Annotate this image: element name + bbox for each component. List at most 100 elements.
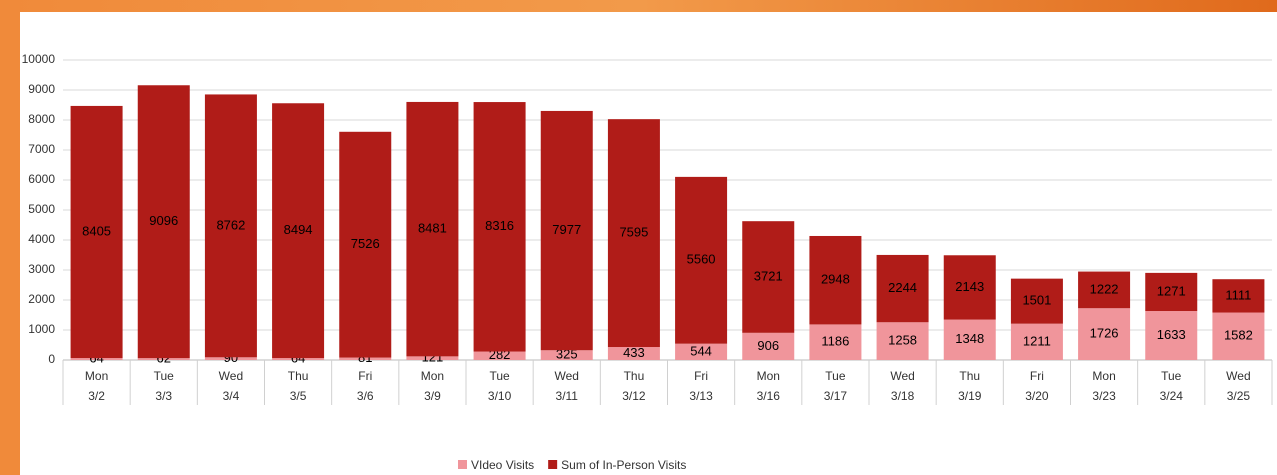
y-tick-label: 2000 (28, 292, 55, 306)
data-label: 1582 (1224, 328, 1253, 343)
data-label: 1111 (1225, 287, 1251, 302)
data-label: 1258 (888, 333, 917, 348)
y-tick-label: 9000 (28, 82, 55, 96)
bar-segment (742, 221, 795, 333)
bar-segment (70, 358, 123, 360)
data-label: 7595 (619, 225, 648, 240)
bar-segment (473, 351, 526, 360)
x-tick-label: Thu (959, 369, 980, 383)
data-label: 1726 (1090, 326, 1119, 341)
data-label: 2948 (821, 272, 850, 287)
x-tick-label: Mon (421, 369, 444, 383)
x-tick-label: 3/25 (1227, 389, 1251, 403)
data-label: 1348 (955, 331, 984, 346)
x-tick-label: Wed (555, 369, 579, 383)
bar-segment (607, 119, 660, 348)
data-label: 1501 (1022, 293, 1051, 308)
data-label: 1186 (821, 334, 849, 349)
bar-segment (809, 235, 862, 325)
data-label: 7977 (552, 222, 581, 237)
legend-label: Sum of In-Person Visits (561, 458, 686, 472)
bar-segment (473, 102, 526, 352)
x-tick-label: 3/2 (88, 389, 105, 403)
bar-segment (1212, 279, 1265, 313)
legend-label: VIdeo Visits (471, 458, 534, 472)
bar-segment (1010, 278, 1063, 324)
x-tick-label: 3/13 (689, 389, 713, 403)
x-tick-label: 3/3 (155, 389, 172, 403)
data-label: 544 (690, 343, 712, 358)
data-label: 8494 (284, 222, 313, 237)
bar-segment (675, 343, 728, 360)
bar-segment (742, 332, 795, 360)
y-tick-label: 7000 (28, 142, 55, 156)
data-label: 433 (623, 345, 645, 360)
bar-segment (943, 255, 996, 320)
data-label: 1633 (1157, 327, 1186, 342)
y-tick-label: 5000 (28, 202, 55, 216)
data-label: 325 (556, 347, 578, 362)
x-tick-label: Mon (85, 369, 108, 383)
legend-swatch (458, 460, 467, 469)
data-label: 1211 (1023, 333, 1051, 348)
x-tick-label: 3/4 (223, 389, 240, 403)
legend-swatch (548, 460, 558, 469)
bar-segment (540, 350, 593, 360)
x-tick-label: Tue (825, 369, 846, 383)
bar-segment (943, 319, 996, 360)
y-tick-label: 0 (48, 352, 55, 366)
y-tick-label: 8000 (28, 112, 55, 126)
x-tick-label: Wed (219, 369, 243, 383)
x-tick-label: Tue (154, 369, 175, 383)
bar-segment (607, 347, 660, 360)
x-tick-label: Mon (757, 369, 780, 383)
x-tick-label: 3/10 (488, 389, 512, 403)
x-tick-label: Tue (489, 369, 510, 383)
x-tick-label: Mon (1092, 369, 1115, 383)
x-tick-label: Tue (1161, 369, 1182, 383)
x-tick-label: 3/9 (424, 389, 441, 403)
bar-segment (809, 324, 862, 360)
x-tick-label: 3/17 (824, 389, 848, 403)
bar-segment (540, 110, 593, 351)
data-label: 2143 (955, 279, 984, 294)
x-tick-label: Fri (694, 369, 708, 383)
data-label: 8481 (418, 221, 447, 236)
bar-segment (339, 131, 392, 358)
data-label: 1271 (1157, 283, 1186, 298)
bar-segment (1145, 272, 1198, 312)
data-label: 906 (757, 338, 779, 353)
x-tick-label: 3/16 (757, 389, 781, 403)
x-tick-label: Fri (1030, 369, 1044, 383)
data-label: 8316 (485, 218, 514, 233)
y-tick-label: 3000 (28, 262, 55, 276)
bar-segment (1145, 311, 1198, 360)
data-label: 2244 (888, 280, 917, 295)
bar-segment (339, 357, 392, 360)
bar-segment (70, 105, 123, 359)
bar-segment (876, 322, 929, 360)
y-tick-label: 6000 (28, 172, 55, 186)
x-tick-label: 3/24 (1160, 389, 1184, 403)
x-tick-label: 3/20 (1025, 389, 1049, 403)
bar-segment (876, 254, 929, 323)
y-tick-label: 1000 (28, 322, 55, 336)
bar-segment (1078, 308, 1131, 360)
bar-segment (137, 85, 190, 359)
data-label: 8762 (216, 217, 245, 232)
data-label: 5560 (687, 252, 716, 267)
x-tick-label: 3/18 (891, 389, 915, 403)
x-tick-label: Wed (1226, 369, 1250, 383)
x-tick-label: 3/6 (357, 389, 374, 403)
x-tick-label: Thu (288, 369, 309, 383)
x-tick-label: 3/19 (958, 389, 982, 403)
bar-segment (675, 176, 728, 344)
bar-segment (406, 101, 459, 357)
data-label: 8405 (82, 223, 111, 238)
x-tick-label: 3/12 (622, 389, 646, 403)
data-label: 9096 (149, 213, 178, 228)
x-tick-label: 3/11 (556, 389, 579, 403)
y-tick-label: 4000 (28, 232, 55, 246)
x-tick-label: 3/23 (1092, 389, 1116, 403)
